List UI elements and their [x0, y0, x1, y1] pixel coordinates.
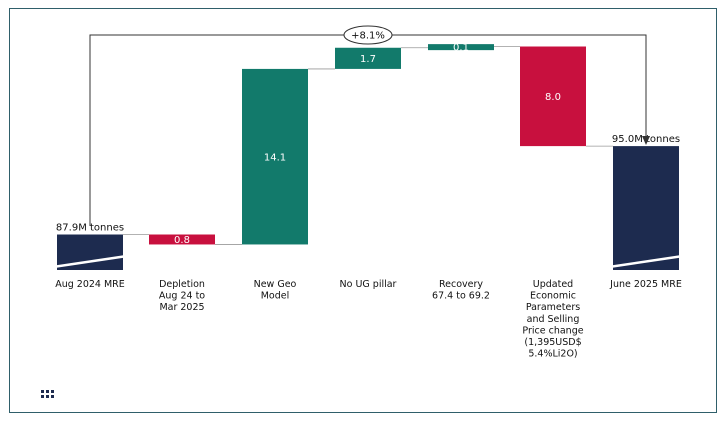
change-annotation: +8.1%	[351, 31, 385, 42]
bar-layer	[52, 44, 684, 270]
category-label-7-line-1: June 2025 MRE	[609, 279, 682, 290]
change-badge	[343, 25, 393, 45]
bar-5	[428, 44, 494, 51]
axis-break-7	[608, 254, 684, 269]
category-label-4-line-1: No UG pillar	[340, 279, 397, 290]
category-label-2-line-1: Depletion	[159, 279, 205, 290]
change-arrow-layer: +8.1%	[89, 25, 650, 226]
category-label-6-line-6: (1,395USD$	[524, 337, 581, 348]
category-label-3-line-2: Model	[261, 291, 290, 302]
bar-2	[149, 234, 215, 245]
data-label-5: 0.1	[453, 43, 469, 54]
category-label-1-line-1: Aug 2024 MRE	[55, 279, 125, 290]
axis-break-1	[52, 254, 128, 269]
category-label-5-line-2: 67.4 to 69.2	[432, 291, 490, 302]
category-label-6-line-1: Updated	[533, 279, 573, 290]
category-label-2-line-3: Mar 2025	[159, 302, 204, 313]
data-label-2: 0.8	[174, 235, 190, 246]
total-label-1: 87.9M tonnes	[56, 223, 124, 234]
grid-icon	[41, 390, 55, 398]
label-layer: 87.9M tonnes Aug 2024 MRE 0.8 DepletionAug …	[55, 43, 682, 360]
change-arrow-head	[642, 136, 650, 145]
bar-4	[335, 47, 401, 69]
data-label-4: 1.7	[360, 54, 376, 65]
category-label-2-line-2: Aug 24 to	[159, 291, 205, 302]
connector-layer	[123, 46, 613, 245]
category-label-6-line-3: Parameters	[526, 302, 580, 313]
bar-7	[613, 146, 679, 270]
data-label-6: 8.0	[545, 92, 561, 103]
data-label-3: 14.1	[264, 152, 286, 163]
category-label-3-line-1: New Geo	[254, 279, 297, 290]
chart-frame	[9, 8, 717, 413]
category-label-6-line-4: and Selling	[527, 314, 580, 325]
category-label-5-line-1: Recovery	[439, 279, 483, 290]
bar-6	[520, 46, 586, 147]
category-label-6-line-2: Economic	[530, 291, 576, 302]
category-label-6-line-7: 5.4%Li2O)	[528, 349, 577, 360]
category-label-6-line-5: Price change	[522, 325, 583, 336]
bar-3	[242, 68, 308, 245]
